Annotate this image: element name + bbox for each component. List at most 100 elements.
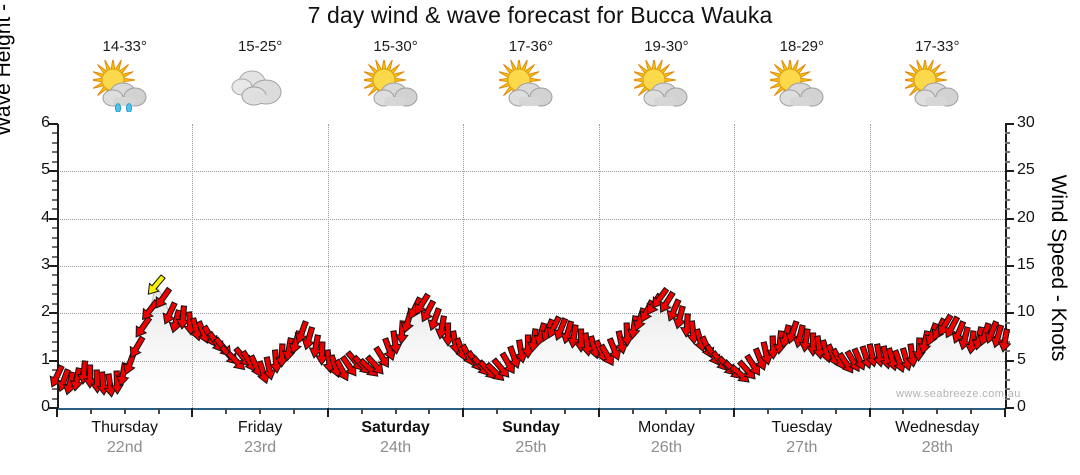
gridline-horizontal (57, 218, 1005, 220)
x-axis-hour-tick (530, 408, 532, 414)
day-temp-range: 15-30° (373, 38, 418, 55)
right-axis-tick (1005, 312, 1014, 315)
day-header-friday: 15-25° (192, 38, 327, 112)
right-axis-tick (1005, 217, 1014, 220)
x-axis-hour-tick (157, 408, 160, 414)
day-date: 26th (650, 439, 682, 456)
left-axis-minor-tick (52, 208, 57, 211)
day-temp-range: 15-25° (237, 38, 283, 55)
right-axis-minor-tick (1005, 236, 1010, 239)
right-axis-minor-tick (1005, 246, 1010, 249)
x-axis-day-tick (326, 408, 329, 417)
right-axis-minor-tick (1005, 283, 1010, 286)
x-axis-day-tick (733, 408, 736, 417)
gridline-vertical (598, 124, 600, 408)
left-tick-label: 5 (41, 161, 50, 179)
day-name: Tuesday (771, 419, 833, 436)
x-axis-hour-tick (563, 408, 566, 414)
gridline-horizontal (57, 360, 1005, 362)
left-axis-minor-tick (52, 246, 57, 249)
right-axis-minor-tick (1005, 293, 1010, 296)
right-axis-minor-tick (1005, 151, 1010, 154)
sun-cloud-icon (463, 60, 598, 112)
x-axis-day-tick (56, 408, 58, 417)
day-name: Monday (637, 419, 695, 436)
left-axis-minor-tick (52, 388, 57, 391)
right-tick-label: 20 (1017, 208, 1035, 226)
gridline-vertical (192, 124, 194, 408)
left-axis-minor-tick (52, 293, 57, 296)
left-tick-label: 1 (41, 350, 50, 368)
day-label-sunday: Sunday 25th (463, 418, 598, 458)
forecast-plot-area[interactable] (49, 124, 1012, 408)
left-axis-minor-tick (52, 255, 57, 258)
x-axis-hour-tick (293, 408, 295, 414)
sun-cloud-icon (734, 60, 869, 112)
x-axis-hour-tick (699, 408, 702, 414)
left-tick-label: 2 (41, 303, 50, 321)
left-axis-tick (49, 123, 58, 125)
cloudy-icon (192, 60, 327, 112)
day-date: 23rd (244, 439, 277, 456)
gridline-vertical (463, 124, 465, 408)
x-axis-hour-tick (394, 408, 397, 414)
left-axis-minor-tick (52, 397, 57, 400)
gridline-horizontal (57, 313, 1005, 315)
right-axis-minor-tick (1005, 198, 1010, 201)
left-axis-minor-tick (52, 369, 57, 372)
right-axis-minor-tick (1005, 397, 1010, 400)
right-axis-minor-tick (1005, 302, 1010, 305)
day-temp-range: 19-30° (644, 38, 689, 55)
day-temp-range: 14-33° (102, 38, 147, 55)
right-axis-title: Wind Speed - Knots (1047, 174, 1070, 362)
left-axis-minor-tick (52, 132, 57, 135)
x-axis-hour-tick (631, 408, 634, 414)
right-axis-minor-tick (1005, 369, 1010, 372)
x-axis-hour-tick (902, 408, 905, 414)
day-temp-range: 18-29° (779, 38, 825, 55)
day-name: Thursday (91, 419, 159, 436)
right-tick-label: 10 (1017, 303, 1035, 321)
x-axis-day-tick (868, 408, 871, 417)
left-axis-minor-tick (52, 227, 57, 230)
day-temp-range: 17-33° (915, 38, 960, 55)
right-axis-minor-tick (1005, 160, 1010, 163)
day-header-saturday: 15-30° (328, 38, 463, 112)
left-axis-tick (49, 170, 58, 173)
day-name: Sunday (502, 419, 560, 436)
x-axis-day-tick (191, 408, 194, 417)
right-axis-minor-tick (1005, 378, 1010, 381)
day-date: 25th (515, 439, 547, 456)
right-tick-label: 30 (1017, 114, 1035, 131)
day-temp-range: 17-36° (508, 38, 554, 55)
page-title: 7 day wind & wave forecast for Bucca Wau… (307, 2, 773, 28)
right-axis-minor-tick (1005, 321, 1010, 324)
right-axis-tick (1005, 265, 1014, 267)
gridline-horizontal (57, 266, 1005, 267)
day-date: 28th (921, 439, 953, 456)
day-label-wednesday: Wednesday 28th (870, 418, 1005, 458)
x-axis-hour-tick (970, 408, 973, 414)
day-date: 24th (379, 439, 412, 456)
sun-cloud-icon (328, 60, 463, 112)
x-axis-day-tick (1004, 408, 1006, 417)
left-axis-minor-tick (52, 331, 57, 334)
day-label-monday: Monday 26th (599, 418, 734, 458)
sun-cloud-icon (599, 60, 734, 112)
day-date: 27th (786, 439, 818, 456)
day-header-monday: 19-30° (599, 38, 734, 112)
right-tick-label: 0 (1017, 398, 1026, 415)
sun-cloud-rain-icon (57, 60, 192, 112)
x-axis-day-tick (597, 408, 600, 417)
day-label-thursday: Thursday 22nd (57, 418, 192, 458)
left-axis-title: Wave Height - Metres (0, 0, 15, 137)
left-axis-minor-tick (52, 151, 57, 154)
left-axis-minor-tick (52, 160, 57, 163)
right-axis-tick (1005, 170, 1014, 173)
left-axis-minor-tick (52, 340, 57, 343)
left-axis-minor-tick (52, 189, 57, 192)
day-name: Saturday (361, 419, 430, 436)
left-tick-label: 3 (41, 256, 50, 273)
left-axis-minor-tick (52, 350, 57, 353)
right-axis-minor-tick (1005, 350, 1010, 353)
